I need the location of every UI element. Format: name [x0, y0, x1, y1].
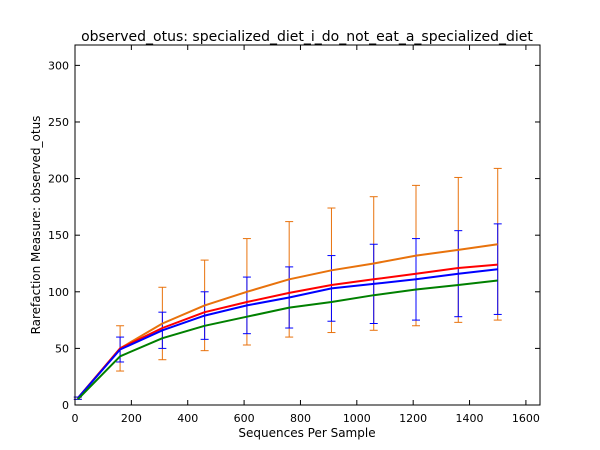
x-tick-label: 200: [121, 412, 142, 425]
y-tick-label: 200: [48, 173, 69, 186]
x-tick-label: 1400: [456, 412, 484, 425]
x-tick-label: 0: [72, 412, 79, 425]
y-axis-label: Rarefaction Measure: observed_otus: [29, 116, 43, 335]
x-tick-label: 600: [234, 412, 255, 425]
plot-area: 0 200 400 600 800 1000 1200 1400 1600 0 50 100 150 20…: [48, 44, 541, 425]
y-tick-label: 300: [48, 59, 69, 72]
x-tick-label: 400: [177, 412, 198, 425]
x-tick-label: 800: [290, 412, 311, 425]
series-line-4: [77, 279, 498, 401]
y-tick-label: 50: [55, 342, 69, 355]
x-axis-label: Sequences Per Sample: [238, 426, 375, 440]
series-line-2: [77, 263, 498, 399]
x-tick-label: 1200: [399, 412, 427, 425]
chart-title: observed_otus: specialized_diet_i_do_not…: [81, 29, 533, 45]
series-line-1: [77, 243, 498, 399]
y-tick-label: 0: [62, 399, 69, 412]
y-tick-label: 250: [48, 116, 69, 129]
x-tick-label: 1000: [343, 412, 371, 425]
y-tick-label: 100: [48, 286, 69, 299]
series-line-3: [77, 268, 498, 399]
plot-frame: [74, 44, 541, 406]
x-tick-label: 1600: [512, 412, 540, 425]
y-tick-label: 150: [48, 229, 69, 242]
